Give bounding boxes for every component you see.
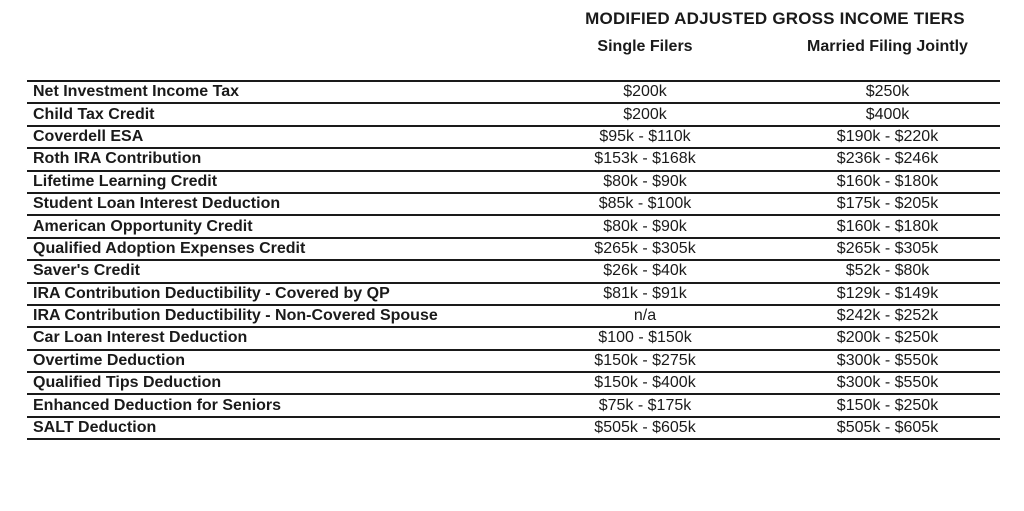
- column-header-married-filing-jointly: Married Filing Jointly: [807, 38, 968, 55]
- single-filers-value: $80k - $90k: [603, 172, 687, 190]
- married-filing-jointly-value: $175k - $205k: [836, 195, 939, 213]
- title-row: MODIFIED ADJUSTED GROSS INCOME TIERS: [27, 8, 1000, 32]
- table-body: Net Investment Income Tax $200k $250k Child…: [27, 81, 1000, 440]
- table-header: MODIFIED ADJUSTED GROSS INCOME TIERS Sin…: [27, 8, 1000, 81]
- title-row-spacer: [27, 8, 515, 32]
- column-header-single-filers: Single Filers: [597, 38, 693, 55]
- row-label: Qualified Tips Deduction: [33, 374, 222, 392]
- single-filers-value: $265k - $305k: [594, 239, 696, 257]
- row-label: SALT Deduction: [33, 419, 157, 437]
- single-filers-value: $95k - $110k: [599, 127, 691, 145]
- married-filing-jointly-value: $52k - $80k: [845, 262, 930, 280]
- married-filing-jointly-value: $400k: [865, 105, 910, 123]
- row-label: Enhanced Deduction for Seniors: [33, 396, 282, 414]
- column-header-row: Single Filers Married Filing Jointly: [27, 32, 1000, 81]
- married-filing-jointly-value: $300k - $550k: [836, 351, 939, 369]
- row-label: Lifetime Learning Credit: [33, 172, 218, 190]
- table-row: American Opportunity Credit $80k - $90k $1…: [27, 215, 1000, 238]
- single-filers-value: $200k: [623, 83, 667, 101]
- table-row: Roth IRA Contribution $153k - $168k $236k …: [27, 148, 1000, 171]
- table-row: IRA Contribution Deductibility - Non-Cov…: [27, 305, 1000, 328]
- single-filers-value: $200k: [623, 105, 667, 123]
- single-filers-value: n/a: [633, 307, 657, 325]
- row-label: IRA Contribution Deductibility - Covered…: [33, 284, 390, 302]
- row-label: Qualified Adoption Expenses Credit: [33, 239, 306, 257]
- table-row: Car Loan Interest Deduction $100 - $150k $…: [27, 327, 1000, 350]
- row-label: Overtime Deduction: [33, 351, 186, 369]
- row-label: IRA Contribution Deductibility - Non-Cov…: [33, 307, 438, 325]
- married-filing-jointly-value: $150k - $250k: [836, 396, 939, 414]
- table-row: SALT Deduction $505k - $605k $505k - $605k: [27, 417, 1000, 440]
- single-filers-value: $81k - $91k: [603, 284, 687, 302]
- table-row: Overtime Deduction $150k - $275k $300k - $…: [27, 350, 1000, 373]
- single-filers-value: $80k - $90k: [603, 217, 687, 235]
- single-filers-value: $150k - $400k: [594, 374, 696, 392]
- table-row: Saver's Credit $26k - $40k $52k - $80k: [27, 260, 1000, 283]
- row-label: Saver's Credit: [33, 262, 140, 280]
- married-filing-jointly-value: $505k - $605k: [836, 419, 939, 437]
- table-row: Lifetime Learning Credit $80k - $90k $160k…: [27, 171, 1000, 193]
- married-filing-jointly-value: $300k - $550k: [836, 374, 939, 392]
- table-row: Child Tax Credit $200k $400k: [27, 103, 1000, 126]
- married-filing-jointly-value: $160k - $180k: [836, 217, 939, 235]
- column-header-spacer: [27, 32, 515, 81]
- table-row: Enhanced Deduction for Seniors $75k - $17…: [27, 394, 1000, 417]
- married-filing-jointly-value: $242k - $252k: [836, 307, 939, 325]
- row-label: American Opportunity Credit: [33, 217, 253, 235]
- single-filers-value: $150k - $275k: [594, 351, 696, 369]
- single-filers-value: $26k - $40k: [603, 262, 687, 280]
- row-label: Roth IRA Contribution: [33, 150, 202, 168]
- table-row: Qualified Tips Deduction $150k - $400k $30…: [27, 372, 1000, 395]
- page: MODIFIED ADJUSTED GROSS INCOME TIERS Sin…: [0, 8, 1024, 511]
- married-filing-jointly-value: $200k - $250k: [836, 329, 939, 347]
- row-label: Child Tax Credit: [33, 105, 155, 123]
- single-filers-value: $85k - $100k: [598, 195, 692, 213]
- married-filing-jointly-value: $160k - $180k: [836, 172, 939, 190]
- row-label: Student Loan Interest Deduction: [33, 195, 281, 213]
- table-row: Student Loan Interest Deduction $85k - $1…: [27, 193, 1000, 216]
- single-filers-value: $505k - $605k: [594, 419, 696, 437]
- single-filers-value: $153k - $168k: [594, 150, 696, 168]
- row-label: Car Loan Interest Deduction: [33, 329, 248, 347]
- row-label: Net Investment Income Tax: [33, 83, 239, 101]
- table-title: MODIFIED ADJUSTED GROSS INCOME TIERS: [585, 9, 965, 28]
- married-filing-jointly-value: $250k: [865, 83, 910, 101]
- magi-tiers-table: MODIFIED ADJUSTED GROSS INCOME TIERS Sin…: [27, 8, 1000, 440]
- married-filing-jointly-value: $129k - $149k: [836, 284, 939, 302]
- married-filing-jointly-value: $265k - $305k: [836, 239, 939, 257]
- married-filing-jointly-value: $190k - $220k: [836, 127, 939, 145]
- married-filing-jointly-value: $236k - $246k: [836, 150, 939, 168]
- single-filers-value: $75k - $175k: [598, 396, 692, 414]
- table-row: Coverdell ESA $95k - $110k $190k - $220k: [27, 126, 1000, 149]
- row-label: Coverdell ESA: [33, 127, 144, 145]
- table-row: IRA Contribution Deductibility - Covered…: [27, 283, 1000, 305]
- single-filers-value: $100 - $150k: [598, 329, 692, 347]
- table-row: Qualified Adoption Expenses Credit $265k …: [27, 238, 1000, 261]
- table-row: Net Investment Income Tax $200k $250k: [27, 81, 1000, 104]
